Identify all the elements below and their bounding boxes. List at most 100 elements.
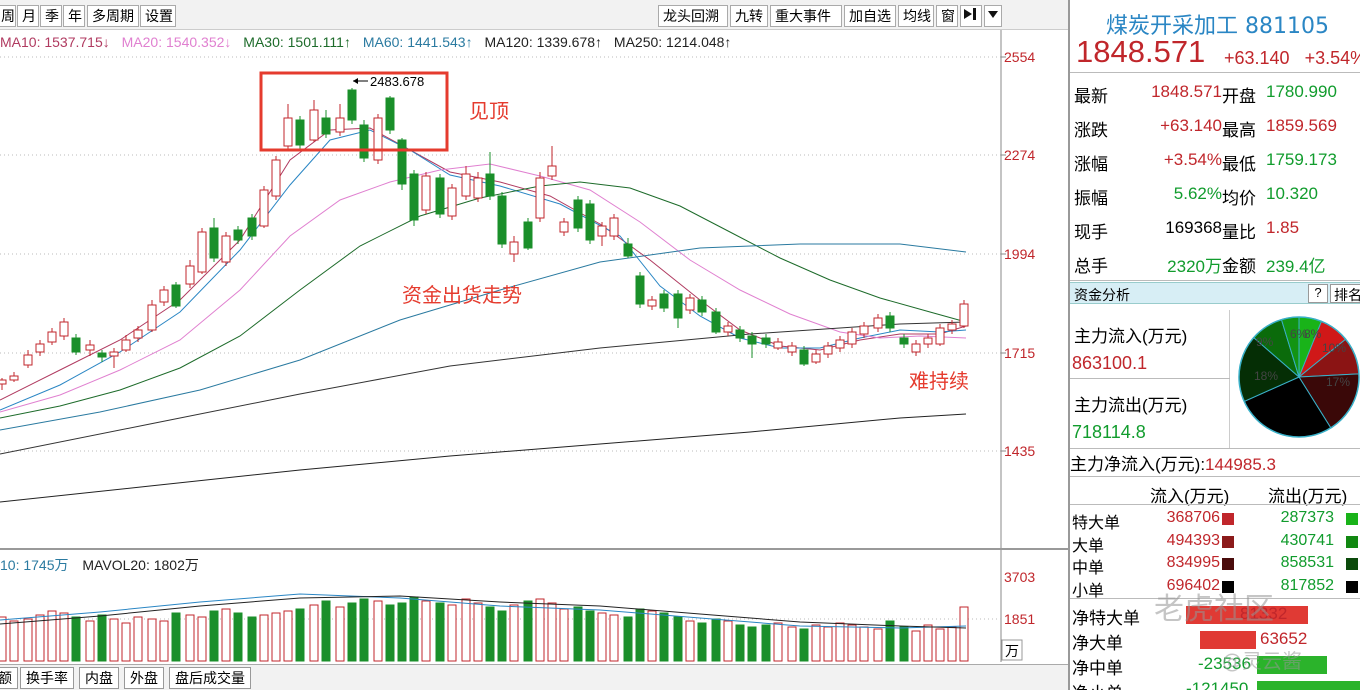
quote-label: 涨幅 <box>1074 155 1108 174</box>
period-month-button[interactable]: 月 <box>17 5 39 27</box>
quote-label: 开盘 <box>1222 87 1256 106</box>
quote-value: 239.4亿 <box>1266 257 1326 276</box>
dropdown-arrow-icon[interactable] <box>984 5 1002 27</box>
vol-ma20-label: MAVOL20: 1802万 <box>82 557 199 573</box>
main-outflow-label: 主力流出(万元) <box>1074 396 1188 415</box>
window-button[interactable]: 窗 <box>936 5 958 27</box>
volume-unit-label: 万 <box>1005 643 1019 659</box>
last-price: 1848.571 <box>1076 34 1206 69</box>
candle-body <box>295 119 305 146</box>
net-flow-value: -121450 <box>1186 679 1249 690</box>
period-week-button[interactable]: 周 <box>0 5 16 27</box>
settings-button[interactable]: 设置 <box>140 5 176 27</box>
period-quarter-button[interactable]: 季 <box>40 5 62 27</box>
tab-turnover[interactable]: 换手率 <box>20 667 74 689</box>
flow-row: 特大单 368706 287373 <box>1070 508 1360 532</box>
volume-bar <box>359 598 369 662</box>
volume-chart[interactable]: 3703 1851 万 <box>0 550 1068 662</box>
candle-body <box>873 317 883 329</box>
candle-body <box>321 117 331 135</box>
flow-out-value: 858531 <box>1280 554 1334 571</box>
candle-body <box>259 189 269 227</box>
candlestick-chart[interactable]: 2554 2274 1994 1715 1435 2483.678 <box>0 30 1068 548</box>
quote-row: 现手 169368 量比 1.85 <box>1070 212 1360 246</box>
net-inflow: 主力净流入(万元):144985.3 <box>1070 450 1276 475</box>
candle-body <box>673 293 683 319</box>
candle-body <box>485 173 495 197</box>
peak-highlight-box <box>259 71 449 152</box>
volume-bar <box>259 614 269 662</box>
price-tick-label: 1715 <box>1004 345 1035 361</box>
add-watchlist-button[interactable]: 加自选 <box>844 5 896 27</box>
quote-label: 最低 <box>1222 155 1256 174</box>
volume-bar <box>535 598 545 662</box>
volume-bar <box>811 624 821 662</box>
tab-outer-volume[interactable]: 外盘 <box>124 667 164 689</box>
volume-bar <box>635 608 645 662</box>
help-button[interactable]: ? <box>1308 284 1328 303</box>
quote-value: +3.54% <box>1163 150 1222 169</box>
tab-inner-volume[interactable]: 内盘 <box>79 667 119 689</box>
volume-bar <box>899 626 909 662</box>
volume-bar <box>697 622 707 662</box>
flow-out-swatch <box>1346 580 1358 593</box>
candle-body <box>585 203 595 241</box>
ma-line <box>0 129 967 411</box>
quote-value: 169368 <box>1165 218 1222 237</box>
candle-body <box>309 109 319 141</box>
ma-lines-button[interactable]: 均线 <box>898 5 934 27</box>
fund-analysis-title: 资金分析 <box>1074 287 1130 303</box>
volume-bar <box>447 604 457 662</box>
leader-review-button[interactable]: 龙头回溯 <box>658 5 728 27</box>
volume-bar <box>385 604 395 662</box>
volume-ma-lines <box>0 593 967 629</box>
main-inflow-label: 主力流入(万元) <box>1074 327 1188 346</box>
volume-bar <box>435 602 445 662</box>
ma-line <box>0 413 967 503</box>
nine-turn-button[interactable]: 九转 <box>730 5 768 27</box>
candle-body <box>559 221 569 233</box>
volume-bar <box>0 616 7 662</box>
net-flow-bar <box>1257 681 1360 690</box>
volume-bar <box>647 610 657 662</box>
flow-in-value: 368706 <box>1166 509 1220 526</box>
major-events-button[interactable]: 重大事件 <box>770 5 842 27</box>
change-percent: +3.54% <box>1304 48 1360 68</box>
period-year-button[interactable]: 年 <box>63 5 85 27</box>
ma-line <box>0 127 967 401</box>
candle-body <box>635 275 645 305</box>
quote-label: 总手 <box>1074 257 1108 276</box>
main-inflow-value: 863100.1 <box>1072 353 1148 373</box>
flow-in-swatch <box>1222 580 1234 593</box>
net-flow-type: 净大单 <box>1072 634 1123 653</box>
rank-button[interactable]: 排名 <box>1330 284 1360 303</box>
volume-bar <box>485 606 495 662</box>
flow-row: 大单 494393 430741 <box>1070 531 1360 555</box>
tab-after-hours-volume[interactable]: 盘后成交量 <box>169 667 251 689</box>
volume-bar <box>585 610 595 662</box>
ma250-label: MA250: 1214.048↑ <box>613 34 732 50</box>
flow-row: 中单 834995 858531 <box>1070 553 1360 577</box>
candle-body <box>71 337 81 353</box>
candle-body <box>397 139 407 185</box>
candle-body <box>147 304 157 331</box>
indicator-tabs: 额 换手率 内盘 外盘 盘后成交量 <box>0 664 1068 690</box>
candle-body <box>59 321 69 337</box>
multi-period-button[interactable]: 多周期 <box>87 5 139 27</box>
skip-to-end-icon[interactable] <box>960 5 982 27</box>
candle-body <box>435 177 445 215</box>
volume-bar <box>623 616 633 662</box>
peak-price-label: 2483.678 <box>370 74 424 89</box>
volume-bar <box>171 612 181 662</box>
volume-bar <box>773 622 783 662</box>
volume-axis: 3703 1851 万 <box>1001 569 1035 661</box>
volume-bar <box>295 608 305 662</box>
candle-body <box>899 337 909 345</box>
flow-in-swatch <box>1222 513 1234 525</box>
candle-body <box>23 354 33 366</box>
volume-bar <box>185 614 195 662</box>
flow-order-type: 小单 <box>1072 582 1105 600</box>
tab-amount[interactable]: 额 <box>0 667 18 689</box>
volume-bar <box>735 624 745 662</box>
